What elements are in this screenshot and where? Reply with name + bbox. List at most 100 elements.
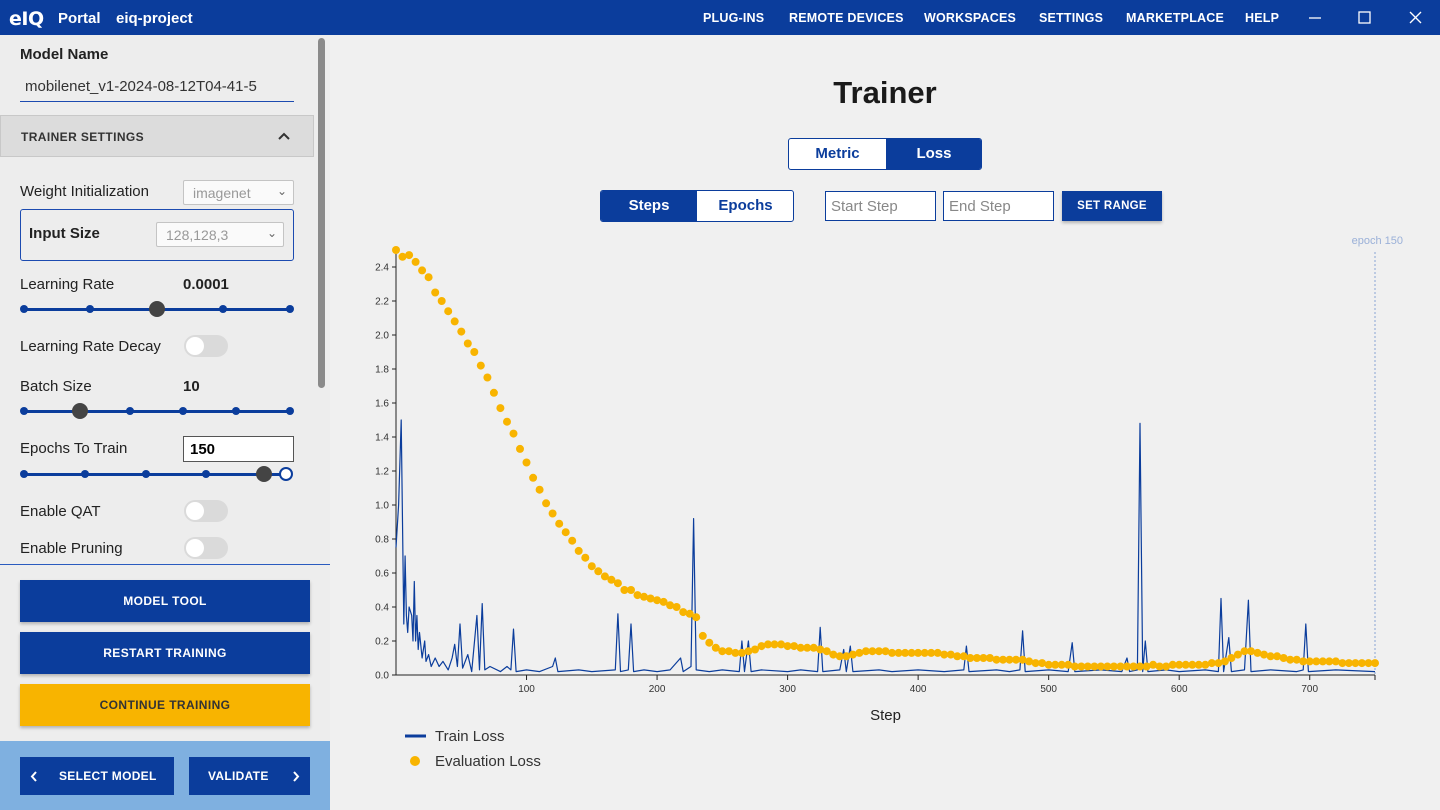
- x-tick-label: 600: [1171, 684, 1188, 695]
- learning-rate-decay-toggle[interactable]: [184, 335, 228, 357]
- end-step-input[interactable]: [943, 191, 1054, 221]
- nav-plug-ins[interactable]: PLUG-INS: [703, 11, 765, 25]
- eval-loss-point: [555, 519, 564, 528]
- eval-loss-point: [783, 642, 792, 651]
- tab-metric[interactable]: Metric: [815, 145, 860, 162]
- eval-loss-point: [1292, 655, 1301, 664]
- eval-loss-point: [770, 640, 779, 649]
- weight-init-select[interactable]: imagenet ⌄: [183, 180, 294, 205]
- epochs-input[interactable]: [183, 436, 294, 462]
- learning-rate-thumb[interactable]: [149, 301, 165, 317]
- eval-loss-point: [587, 562, 596, 571]
- eval-loss-point: [901, 648, 910, 657]
- trainer-settings-header[interactable]: TRAINER SETTINGS: [0, 115, 314, 157]
- set-range-button[interactable]: SET RANGE: [1062, 191, 1162, 221]
- tab-loss[interactable]: Loss: [886, 139, 981, 169]
- epochs-custom-marker[interactable]: [279, 467, 293, 481]
- nav-help[interactable]: HELP: [1245, 11, 1280, 25]
- eval-loss-point: [1207, 659, 1216, 668]
- input-size-select[interactable]: 128,128,3 ⌄: [156, 222, 284, 247]
- eval-loss-point: [803, 643, 812, 652]
- eval-loss-point: [920, 648, 929, 657]
- eval-loss-point: [1286, 655, 1295, 664]
- eval-loss-point: [1201, 660, 1210, 669]
- eval-loss-point: [646, 594, 655, 603]
- eval-loss-point: [418, 266, 427, 275]
- restart-training-button[interactable]: RESTART TRAINING: [20, 632, 310, 674]
- eval-loss-point: [933, 648, 942, 657]
- eval-loss-point: [613, 579, 622, 588]
- select-model-button[interactable]: SELECT MODEL: [20, 757, 174, 795]
- enable-qat-label: Enable QAT: [20, 503, 101, 520]
- enable-qat-toggle[interactable]: [184, 500, 228, 522]
- input-size-label: Input Size: [29, 225, 100, 242]
- eval-loss-point: [1233, 650, 1242, 659]
- eval-loss-point: [1031, 659, 1040, 668]
- maximize-icon[interactable]: [1350, 6, 1380, 30]
- model-name-input[interactable]: [20, 72, 294, 102]
- eval-loss-point: [809, 643, 818, 652]
- trainer-settings-sidebar: [0, 35, 330, 810]
- eval-loss-point: [411, 257, 420, 266]
- eval-loss-point: [1279, 654, 1288, 662]
- model-name-label: Model Name: [20, 46, 109, 63]
- batch-size-label: Batch Size: [20, 378, 92, 395]
- eval-loss-point: [1162, 662, 1171, 671]
- eval-loss-point: [1090, 662, 1099, 671]
- eval-loss-point: [718, 647, 727, 656]
- eval-loss-point: [875, 647, 883, 656]
- eval-loss-point: [496, 404, 505, 413]
- nav-remote-devices[interactable]: REMOTE DEVICES: [789, 11, 904, 25]
- batch-size-thumb[interactable]: [72, 403, 88, 419]
- y-tick-label: 2.4: [375, 263, 389, 274]
- eval-loss-point: [1064, 660, 1073, 669]
- eval-loss-point: [444, 307, 453, 316]
- eval-loss-point: [1266, 652, 1275, 661]
- start-step-input[interactable]: [825, 191, 936, 221]
- nav-settings[interactable]: SETTINGS: [1039, 11, 1104, 25]
- y-tick-label: 0.0: [375, 671, 389, 682]
- eval-loss-point: [764, 640, 772, 649]
- sidebar-scrollbar[interactable]: [318, 38, 325, 388]
- x-tick-label: 200: [649, 684, 666, 695]
- chevron-down-icon: ⌄: [266, 226, 277, 240]
- y-tick-label: 1.6: [375, 399, 389, 410]
- tab-steps[interactable]: Steps: [601, 191, 697, 221]
- tab-epochs[interactable]: Epochs: [718, 197, 773, 214]
- eval-loss-point: [705, 638, 714, 647]
- eval-loss-point: [940, 650, 949, 659]
- eval-loss-point: [1240, 647, 1249, 656]
- validate-button[interactable]: VALIDATE: [189, 757, 310, 795]
- eval-loss-point: [431, 288, 440, 297]
- top-bar: eIQ Portal eiq-project PLUG-INS REMOTE D…: [0, 0, 1440, 35]
- nav-marketplace[interactable]: MARKETPLACE: [1126, 11, 1225, 25]
- eval-loss-point: [627, 586, 635, 594]
- eval-loss-point: [992, 655, 1001, 664]
- eval-loss-point: [640, 592, 648, 601]
- eval-loss-point: [1149, 660, 1158, 669]
- learning-rate-value: 0.0001: [183, 276, 229, 293]
- eval-loss-point: [437, 297, 446, 305]
- model-tool-button[interactable]: MODEL TOOL: [20, 580, 310, 622]
- eval-loss-point: [1168, 660, 1177, 669]
- eval-loss-point: [457, 327, 466, 336]
- eval-loss-point: [529, 473, 538, 482]
- eval-loss-point: [1357, 659, 1366, 668]
- eval-loss-point: [1109, 662, 1118, 671]
- legend-eval-loss: Evaluation Loss: [435, 753, 541, 770]
- eval-loss-point: [1253, 648, 1262, 657]
- portal-link[interactable]: Portal: [58, 10, 101, 27]
- eval-loss-point: [855, 648, 864, 657]
- epochs-thumb[interactable]: [256, 466, 272, 482]
- nav-workspaces[interactable]: WORKSPACES: [924, 11, 1017, 25]
- eval-loss-point: [548, 509, 557, 518]
- eval-loss-point: [561, 528, 570, 537]
- continue-training-button[interactable]: CONTINUE TRAINING: [20, 684, 310, 726]
- eval-loss-point: [470, 348, 479, 356]
- minimize-icon[interactable]: [1300, 6, 1330, 30]
- eval-loss-point: [1116, 662, 1125, 671]
- close-icon[interactable]: [1400, 6, 1430, 30]
- chevron-left-icon: [30, 771, 37, 782]
- y-tick-label: 0.6: [375, 569, 389, 580]
- enable-pruning-toggle[interactable]: [184, 537, 228, 559]
